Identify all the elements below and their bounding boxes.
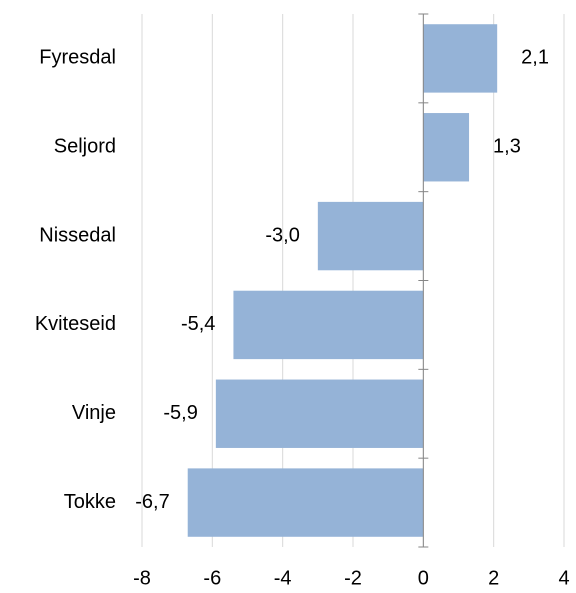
bar [187, 468, 424, 537]
x-tick-label: 4 [558, 567, 569, 588]
y-tick-label: Nissedal [39, 224, 116, 246]
bar [215, 379, 424, 448]
bar [317, 201, 424, 271]
x-tick-label: -2 [344, 567, 362, 588]
x-tick-label: -8 [133, 567, 151, 588]
y-tick-label: Seljord [54, 136, 116, 158]
bar [423, 113, 470, 182]
x-tick-label: 2 [488, 567, 499, 588]
data-label: -5,4 [181, 313, 215, 335]
data-label: 2,1 [521, 47, 549, 69]
data-label: -5,9 [163, 402, 197, 424]
x-tick-label: 0 [418, 567, 429, 588]
bar [423, 24, 498, 93]
data-label: -6,7 [135, 491, 169, 513]
x-tick-label: -4 [274, 567, 292, 588]
y-tick-label: Fyresdal [39, 47, 116, 69]
y-tick-label: Vinje [72, 402, 116, 424]
y-tick-label: Tokke [64, 491, 116, 513]
bar [233, 290, 424, 360]
x-tick-label: -6 [203, 567, 221, 588]
y-tick-label: Kviteseid [35, 313, 116, 335]
data-label: -3,0 [265, 224, 299, 246]
data-label: 1,3 [493, 136, 521, 158]
